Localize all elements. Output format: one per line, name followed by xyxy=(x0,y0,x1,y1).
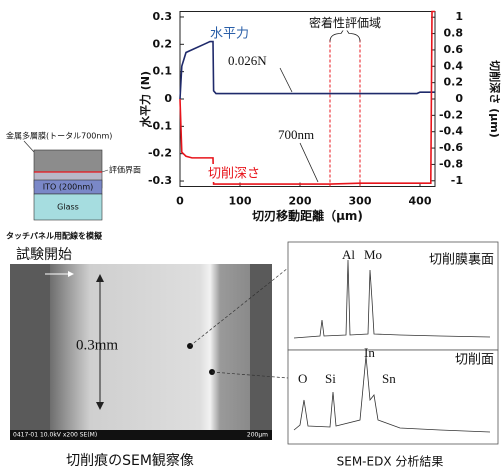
x-tick-label: 100 xyxy=(229,195,252,208)
interface-label: 評価界面 xyxy=(109,165,141,175)
annotation-pointer xyxy=(280,68,292,92)
figure: 0.30.20.10-0.1-0.2-0.310.80.60.40.20-0.2… xyxy=(0,0,503,472)
edx-caption: SEM-EDX 分析結果 xyxy=(337,455,444,469)
y2-tick-label: -0.2 xyxy=(439,108,463,121)
x-tick-label: 300 xyxy=(349,195,372,208)
region-label: 密着性評価域 xyxy=(309,15,381,30)
y2-tick-label: -0.8 xyxy=(439,157,463,170)
peak-label: Al xyxy=(342,247,355,262)
y2-tick-label: -1 xyxy=(451,174,463,187)
sem-image: 試験開始 0.3mm 0417-01 10.0kV x200 SE(M) 200… xyxy=(10,247,288,469)
x-tick-label: 200 xyxy=(289,195,312,208)
y-axis-label: 水平力 (N) xyxy=(138,71,152,127)
peak-label: Si xyxy=(325,371,336,386)
y2-tick-label: 1 xyxy=(455,10,463,23)
series-label: 切削深さ xyxy=(208,167,260,182)
y2-axis-label: 切削深さ (μm) xyxy=(488,60,502,137)
y2-tick-label: 0.4 xyxy=(444,59,464,72)
y2-tick-label: -0.4 xyxy=(439,125,463,138)
y-tick-label: 0.3 xyxy=(153,10,173,23)
annotation: 0.026N xyxy=(228,53,267,68)
x-tick-label: 0 xyxy=(176,195,184,208)
y-tick-label: 0.2 xyxy=(153,37,173,50)
y2-tick-label: 0.8 xyxy=(444,27,464,40)
peak-label: Mo xyxy=(364,247,382,262)
y-tick-label: 0 xyxy=(164,92,172,105)
annotation: 700nm xyxy=(278,127,314,142)
start-label: 試験開始 xyxy=(16,247,72,263)
edx-title: 切削面 xyxy=(455,353,494,368)
sem-scale: 200μm xyxy=(247,432,268,439)
x-tick-label: 400 xyxy=(409,195,432,208)
y2-tick-label: 0 xyxy=(455,92,463,105)
series-label: 水平力 xyxy=(210,27,249,42)
annotation-pointer xyxy=(300,143,318,182)
series-line xyxy=(180,42,435,99)
edx: Al Mo 切削膜裏面 O Si In Sn 切削面 SEM-EDX 分析結果 xyxy=(288,242,498,469)
peak-label: Sn xyxy=(382,371,396,386)
edx-title: 切削膜裏面 xyxy=(429,253,494,268)
width-label: 0.3mm xyxy=(76,337,118,353)
y2-tick-label: -0.6 xyxy=(439,141,463,154)
y-tick-label: -0.2 xyxy=(148,147,172,160)
glass-label: Glass xyxy=(57,203,79,212)
chart: 0.30.20.10-0.1-0.2-0.310.80.60.40.20-0.2… xyxy=(138,10,502,223)
y-tick-label: -0.3 xyxy=(148,174,172,187)
ito-label: ITO (200nm) xyxy=(43,183,93,192)
y2-tick-label: 0.2 xyxy=(444,76,464,89)
metal-label: 金属多層膜(トータル700nm) xyxy=(6,131,112,141)
sem-info: 0417-01 10.0kV x200 SE(M) xyxy=(13,432,97,439)
layer-caption: タッチパネル用配線を模擬 xyxy=(6,231,103,241)
peak-label: In xyxy=(364,345,375,360)
y-tick-label: 0.1 xyxy=(153,65,173,78)
sem-caption: 切削痕のSEM観察像 xyxy=(66,452,194,469)
x-axis-label: 切刃移動距離（μm) xyxy=(252,208,363,223)
y2-tick-label: 0.6 xyxy=(444,43,464,56)
layer-diagram: 金属多層膜(トータル700nm) 評価界面 ITO (200nm) Glass … xyxy=(6,131,141,241)
peak-label: O xyxy=(298,371,307,386)
